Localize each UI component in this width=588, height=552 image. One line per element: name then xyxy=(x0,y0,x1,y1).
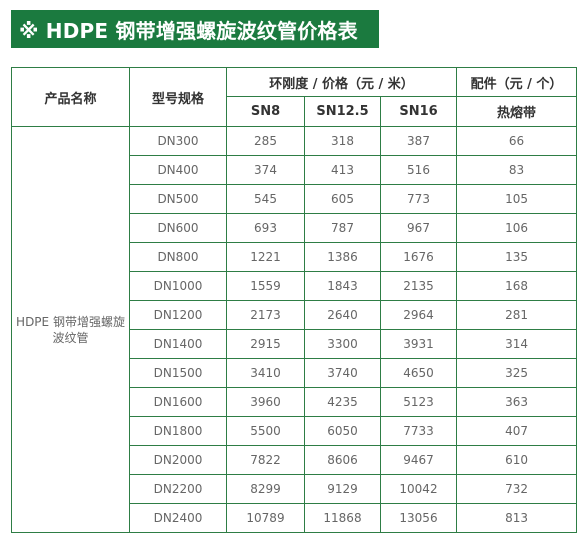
sn8-cell: 1221 xyxy=(226,242,305,272)
sn16-cell: 2135 xyxy=(379,271,458,301)
sn12-5-cell: 3740 xyxy=(304,358,381,388)
sn16-cell: 516 xyxy=(379,155,458,185)
sn12-5-cell: 318 xyxy=(304,126,381,156)
table-row: DN1600 3960 4235 5123 363 xyxy=(12,387,578,417)
spec-cell: DN2200 xyxy=(129,474,227,504)
sn16-cell: 13056 xyxy=(379,503,458,533)
table-row: DN1800 5500 6050 7733 407 xyxy=(12,416,578,446)
belt-cell: 407 xyxy=(456,416,578,446)
spec-cell: DN500 xyxy=(129,184,227,214)
spec-cell: DN800 xyxy=(129,242,227,272)
header-product-name: 产品名称 xyxy=(11,67,130,127)
table-row: DN1200 2173 2640 2964 281 xyxy=(12,300,578,330)
sn8-cell: 7822 xyxy=(226,445,305,475)
sn8-cell: 285 xyxy=(226,126,305,156)
spec-cell: DN300 xyxy=(129,126,227,156)
sn12-5-cell: 605 xyxy=(304,184,381,214)
spec-cell: DN1200 xyxy=(129,300,227,330)
sn8-cell: 1559 xyxy=(226,271,305,301)
title-banner: ※ HDPE 钢带增强螺旋波纹管价格表 xyxy=(11,10,379,48)
price-table: 产品名称 型号规格 环刚度 / 价格（元 / 米） 配件（元 / 个） SN8 … xyxy=(11,67,578,533)
table-row: DN1000 1559 1843 2135 168 xyxy=(12,271,578,301)
header-row-2: SN8 SN12.5 SN16 热熔带 xyxy=(12,96,578,127)
sn16-cell: 3931 xyxy=(379,329,458,359)
belt-cell: 314 xyxy=(456,329,578,359)
table-row: DN1500 3410 3740 4650 325 xyxy=(12,358,578,388)
belt-cell: 325 xyxy=(456,358,578,388)
sn12-5-cell: 1386 xyxy=(304,242,381,272)
sn8-cell: 545 xyxy=(226,184,305,214)
sn8-cell: 3410 xyxy=(226,358,305,388)
sn16-cell: 967 xyxy=(379,213,458,243)
header-stiffness-price: 环刚度 / 价格（元 / 米） xyxy=(225,67,458,97)
spec-cell: DN2000 xyxy=(129,445,227,475)
belt-cell: 105 xyxy=(456,184,578,214)
table-row: DN400 374 413 516 83 xyxy=(12,155,578,185)
table-row: DN800 1221 1386 1676 135 xyxy=(12,242,578,272)
belt-cell: 281 xyxy=(456,300,578,330)
sn16-cell: 2964 xyxy=(379,300,458,330)
sn12-5-cell: 1843 xyxy=(304,271,381,301)
table-row: DN2400 10789 11868 13056 813 xyxy=(12,503,578,533)
spec-cell: DN1000 xyxy=(129,271,227,301)
sn16-cell: 387 xyxy=(379,126,458,156)
sn12-5-cell: 3300 xyxy=(304,329,381,359)
sn12-5-cell: 2640 xyxy=(304,300,381,330)
header-hot-melt-belt: 热熔带 xyxy=(456,96,578,127)
page-title: ※ HDPE 钢带增强螺旋波纹管价格表 xyxy=(19,18,358,43)
belt-cell: 168 xyxy=(456,271,578,301)
header-sn16: SN16 xyxy=(379,96,458,127)
sn16-cell: 10042 xyxy=(379,474,458,504)
sn16-cell: 9467 xyxy=(379,445,458,475)
spec-cell: DN1600 xyxy=(129,387,227,417)
sn16-cell: 4650 xyxy=(379,358,458,388)
table-row: DN2200 8299 9129 10042 732 xyxy=(12,474,578,504)
sn16-cell: 1676 xyxy=(379,242,458,272)
sn12-5-cell: 8606 xyxy=(304,445,381,475)
belt-cell: 610 xyxy=(456,445,578,475)
belt-cell: 135 xyxy=(456,242,578,272)
sn12-5-cell: 9129 xyxy=(304,474,381,504)
spec-cell: DN1800 xyxy=(129,416,227,446)
sn8-cell: 2915 xyxy=(226,329,305,359)
table-row: HDPE 钢带增强螺旋波纹管 DN300 285 318 387 66 xyxy=(11,126,578,533)
header-sn8: SN8 xyxy=(226,96,305,127)
sn8-cell: 8299 xyxy=(226,474,305,504)
spec-cell: DN2400 xyxy=(129,503,227,533)
sn8-cell: 3960 xyxy=(226,387,305,417)
sn8-cell: 374 xyxy=(226,155,305,185)
belt-cell: 363 xyxy=(456,387,578,417)
spec-cell: DN1500 xyxy=(129,358,227,388)
spec-cell: DN400 xyxy=(129,155,227,185)
sn12-5-cell: 4235 xyxy=(304,387,381,417)
sn12-5-cell: 413 xyxy=(304,155,381,185)
spec-cell: DN1400 xyxy=(129,329,227,359)
sn8-cell: 5500 xyxy=(226,416,305,446)
belt-cell: 83 xyxy=(456,155,578,185)
table-row: DN500 545 605 773 105 xyxy=(12,184,578,214)
sn12-5-cell: 787 xyxy=(304,213,381,243)
header-accessory: 配件（元 / 个） xyxy=(456,67,578,97)
belt-cell: 813 xyxy=(456,503,578,533)
belt-cell: 732 xyxy=(456,474,578,504)
belt-cell: 66 xyxy=(456,126,578,156)
header-model-spec: 型号规格 xyxy=(129,67,227,127)
sn8-cell: 10789 xyxy=(226,503,305,533)
header-sn12-5: SN12.5 xyxy=(304,96,381,127)
sn8-cell: 693 xyxy=(226,213,305,243)
header-row-1: 产品名称 型号规格 环刚度 / 价格（元 / 米） 配件（元 / 个） xyxy=(11,67,578,127)
sn8-cell: 2173 xyxy=(226,300,305,330)
product-name-cell: HDPE 钢带增强螺旋波纹管 xyxy=(11,126,130,533)
sn16-cell: 773 xyxy=(379,184,458,214)
spec-cell: DN600 xyxy=(129,213,227,243)
sn12-5-cell: 6050 xyxy=(304,416,381,446)
table-row: DN600 693 787 967 106 xyxy=(12,213,578,243)
sn16-cell: 5123 xyxy=(379,387,458,417)
sn16-cell: 7733 xyxy=(379,416,458,446)
table-row: DN2000 7822 8606 9467 610 xyxy=(12,445,578,475)
sn12-5-cell: 11868 xyxy=(304,503,381,533)
belt-cell: 106 xyxy=(456,213,578,243)
